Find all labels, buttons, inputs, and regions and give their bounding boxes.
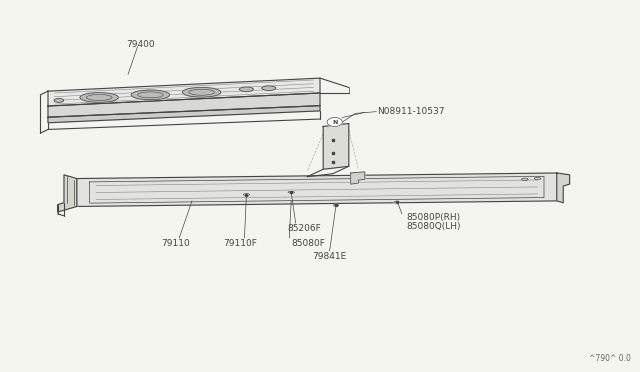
Ellipse shape	[80, 93, 118, 102]
Text: 79110: 79110	[162, 239, 190, 248]
Ellipse shape	[262, 86, 276, 90]
Text: ^790^ 0.0: ^790^ 0.0	[589, 354, 630, 363]
Polygon shape	[77, 173, 557, 206]
Ellipse shape	[333, 204, 339, 206]
Polygon shape	[557, 173, 570, 203]
Polygon shape	[48, 78, 320, 106]
Ellipse shape	[288, 191, 294, 193]
Text: 85080F: 85080F	[291, 239, 325, 248]
Text: N: N	[332, 119, 337, 125]
Circle shape	[327, 118, 342, 126]
Polygon shape	[323, 124, 349, 169]
Ellipse shape	[239, 87, 253, 92]
Polygon shape	[48, 93, 320, 117]
Text: 85080Q(LH): 85080Q(LH)	[406, 222, 461, 231]
Text: 79400: 79400	[127, 40, 155, 49]
Polygon shape	[48, 106, 320, 123]
Ellipse shape	[243, 193, 250, 196]
Text: 79110F: 79110F	[223, 239, 257, 248]
Polygon shape	[58, 175, 77, 212]
Ellipse shape	[394, 201, 399, 203]
Ellipse shape	[182, 87, 221, 97]
Text: 85080P(RH): 85080P(RH)	[406, 213, 461, 222]
Text: 79841E: 79841E	[312, 252, 347, 261]
Polygon shape	[351, 172, 365, 184]
Text: 85206F: 85206F	[287, 224, 321, 233]
Ellipse shape	[131, 90, 170, 100]
Text: N08911-10537: N08911-10537	[378, 107, 445, 116]
Ellipse shape	[54, 99, 64, 102]
